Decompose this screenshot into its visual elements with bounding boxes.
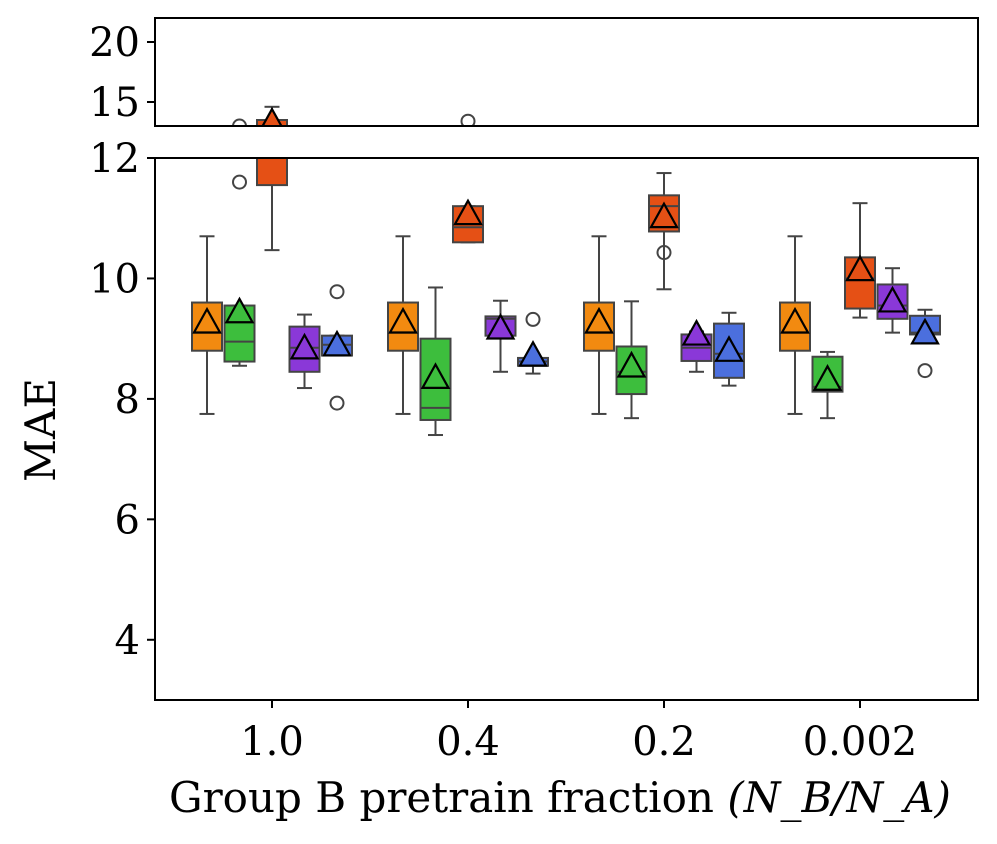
mean-marker-lower-s1-c2 [616,350,647,378]
mean-marker-lower-s0-c3 [780,306,810,334]
y-tick-label-lower-1: 6 [115,497,140,543]
mean-marker-lower-s3-c2 [681,318,712,346]
box-upper-s0-c0 [192,167,222,177]
x-tick-label-3: 0.002 [803,719,918,765]
box-upper-s0-c3 [780,167,810,177]
mean-marker-lower-s4-c3 [910,317,940,345]
mean-marker-upper-s3-c0 [292,162,318,185]
mean-marker-upper-s4-c0 [324,161,350,184]
mean-marker-lower-s0-c2 [584,306,614,334]
flier-upper-s1-c0-0 [233,136,246,149]
mean-marker-upper-s4-c3 [912,159,938,182]
mean-marker-upper-s0-c3 [782,156,808,179]
box-upper-s2-c1 [453,148,483,155]
mean-marker-upper-s4-c2 [716,162,742,185]
lower-axes-panel: 4 6 8 10 12 1.0 0.4 0.2 0.002 [89,67,979,765]
flier-lower-s2-c2-0 [656,245,672,261]
mean-marker-upper-s0-c1 [390,156,416,179]
mean-marker-lower-s3-c3 [877,285,908,313]
mean-marker-upper-s2-c2 [651,135,677,158]
flier-upper-s4-c0-0 [331,180,344,193]
flier-lower-s4-c0-1 [329,284,345,300]
mean-marker-upper-s3-c3 [880,152,906,175]
mean-marker-upper-s4-c1 [520,163,546,186]
mean-marker-upper-s2-c1 [455,135,481,158]
y-tick-label-upper-1: 20 [89,20,140,66]
mean-marker-lower-s1-c3 [812,364,843,391]
y-tick-label-upper-0: 15 [89,80,140,126]
mean-marker-lower-s2-c0 [259,71,285,94]
mean-marker-lower-s2-c2 [649,201,679,229]
y-axis-title: MAE [16,378,65,482]
mean-marker-lower-s3-c0 [289,332,320,360]
flier-lower-s4-c0-0 [329,395,345,411]
box-upper-s2-c3 [845,158,875,168]
flier-upper-s4-c0-1 [331,158,344,171]
box-upper-s1-c1 [421,174,451,190]
mean-marker-upper-s0-c0 [194,156,220,179]
y-tick-label-lower-3: 10 [89,256,140,302]
flier-upper-s1-c0-1 [232,118,247,126]
box-upper-s3-c0 [290,172,320,181]
x-tick-label-1: 0.4 [436,719,500,765]
mean-marker-upper-s1-c1 [423,168,449,191]
mean-marker-upper-s1-c2 [619,165,645,188]
lower-axes-frame [154,157,979,701]
box-upper-s4-c1 [518,178,548,180]
flier-upper-s2-c1-0 [460,113,476,126]
mean-marker-lower-s1-c0 [224,296,255,324]
flier-lower-s1-c0-1 [233,91,246,104]
flier-upper-s4-c1-0 [527,164,540,177]
x-tick-label-2: 0.2 [632,719,696,765]
box-upper-s4-c2 [714,171,744,182]
mean-marker-lower-s1-c1 [420,362,451,390]
mean-marker-upper-s0-c2 [586,156,612,179]
mean-marker-lower-s3-c1 [485,312,516,340]
x-axis-math: (N_B/N_A) [727,773,951,822]
box-upper-s1-c3 [813,178,843,185]
flier-upper-s2-c2-0 [658,150,671,163]
box-lower-s2-c0 [256,158,288,187]
flier-lower-s4-c1-0 [525,311,541,327]
box-upper-s1-c2 [617,176,647,185]
flier-lower-s2-c1-0 [462,67,475,80]
mean-marker-upper-s3-c2 [684,159,710,182]
y-tick-label-lower-4: 12 [89,136,140,182]
mean-marker-lower-s4-c1 [518,339,548,367]
x-axis-label: Group B pretrain fraction [169,773,714,822]
mean-marker-lower-s0-c0 [192,306,222,334]
x-axis-title: Group B pretrain fraction (N_B/N_A) [169,773,951,822]
box-upper-s4-c0 [322,173,352,177]
box-upper-s2-c2 [649,145,679,152]
y-tick-label-lower-2: 8 [115,377,140,423]
mean-marker-lower-s4-c2 [714,335,744,362]
mean-marker-lower-s4-c0 [322,329,352,357]
box-upper-s0-c1 [388,167,418,177]
upper-axes-frame [154,17,979,127]
mean-marker-upper-s3-c1 [488,158,514,181]
x-tick-label-0: 1.0 [240,719,304,765]
mean-marker-lower-s2-c1 [453,198,483,226]
mean-marker-upper-s1-c3 [815,168,841,191]
box-upper-s1-c0 [225,167,255,178]
flier-upper-s4-c3-0 [919,174,932,187]
box-upper-s3-c3 [878,163,908,170]
flier-lower-s1-c0-0 [232,174,247,190]
flier-lower-s4-c3-0 [917,363,933,379]
mean-marker-upper-s2-c0 [261,106,283,126]
box-upper-s4-c3 [910,169,940,173]
box-upper-s3-c2 [682,173,712,178]
box-upper-s3-c1 [486,170,516,174]
mean-marker-lower-s0-c1 [388,306,418,334]
y-tick-label-lower-0: 4 [115,618,140,664]
box-upper-s0-c2 [584,167,614,177]
mean-marker-lower-s2-c3 [845,254,875,282]
